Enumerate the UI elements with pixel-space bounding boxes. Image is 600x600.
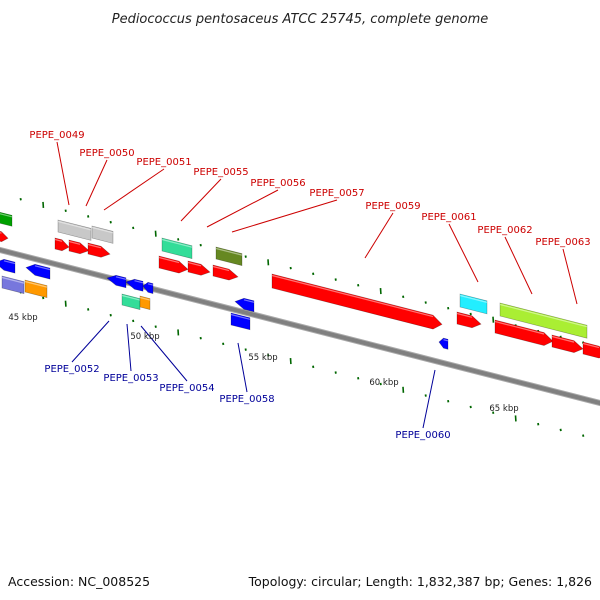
leader-pepe-0052 [71, 320, 110, 363]
gene-feature-pepe-0051 [87, 242, 111, 258]
leader-pepe-0049 [56, 141, 70, 206]
gene-feature-pepe-0062 [499, 302, 588, 339]
leader-pepe-0053 [126, 323, 132, 372]
label-pepe-0057: PEPE_0057 [309, 188, 364, 199]
leader-pepe-0050 [85, 159, 108, 207]
scale-label: 50 kbp [130, 332, 159, 342]
gene-feature-pepe-0054 [142, 281, 154, 294]
tick-marks-bottom [19, 290, 585, 437]
gene-feature [456, 311, 482, 329]
label-pepe-0058: PEPE_0058 [219, 394, 274, 405]
leader-pepe-0057 [231, 199, 338, 233]
gene-feature [551, 334, 584, 353]
genome-backbone [0, 246, 600, 407]
gene-feature [158, 255, 189, 274]
label-pepe-0049: PEPE_0049 [29, 130, 84, 141]
gene-feature [139, 295, 151, 310]
gene-feature-pepe-0055 [161, 237, 193, 259]
gene-feature-pepe-0050 [91, 225, 114, 244]
label-pepe-0060: PEPE_0060 [395, 430, 450, 441]
gene-feature-pepe-0056 [215, 246, 243, 266]
gene-feature [68, 239, 90, 255]
label-pepe-0054: PEPE_0054 [159, 383, 214, 394]
scale-labels: 45 kbp 50 kbp 55 kbp 60 kbp 65 kbp [8, 313, 518, 414]
leader-pepe-0051 [103, 168, 165, 211]
leader-pepe-0054 [140, 325, 188, 382]
gene-feature [187, 260, 211, 276]
label-pepe-0050: PEPE_0050 [79, 148, 134, 159]
gene-feature-pepe-0053 [125, 278, 144, 292]
gene-features [0, 211, 600, 359]
gene-feature [0, 258, 16, 274]
gene-feature-pepe-0057 [212, 264, 239, 281]
scale-label: 60 kbp [369, 378, 398, 388]
leader-pepe-0055 [180, 178, 222, 222]
gene-labels: PEPE_0049PEPE_0050PEPE_0051PEPE_0055PEPE… [29, 130, 590, 441]
gene-feature [0, 211, 13, 227]
gene-feature-pepe-0061 [459, 293, 488, 315]
gene-feature [25, 263, 51, 280]
label-pepe-0051: PEPE_0051 [136, 157, 191, 168]
gene-feature-pepe-0060 [438, 337, 449, 350]
gene-feature [0, 230, 9, 243]
label-pepe-0052: PEPE_0052 [44, 364, 99, 375]
map-title: Pediococcus pentosaceus ATCC 25745, comp… [112, 12, 489, 27]
scale-label: 45 kbp [8, 313, 37, 323]
leader-pepe-0063 [562, 248, 578, 305]
leader-pepe-0056 [206, 189, 279, 228]
gene-feature [230, 312, 251, 331]
label-pepe-0062: PEPE_0062 [477, 225, 532, 236]
gene-feature-pepe-0049 [54, 237, 70, 252]
gene-feature-pepe-0052 [106, 274, 127, 289]
gene-feature [121, 293, 141, 310]
leader-pepe-0060 [422, 369, 436, 429]
label-leaders [56, 141, 578, 429]
label-pepe-0053: PEPE_0053 [103, 373, 158, 384]
leader-pepe-0058 [237, 342, 248, 393]
scale-label: 65 kbp [489, 404, 518, 414]
gene-feature [24, 279, 48, 298]
scale-label: 55 kbp [248, 353, 277, 363]
gene-feature [1, 275, 25, 294]
gene-feature-pepe-0059 [271, 273, 443, 330]
topology-text: Topology: circular; Length: 1,832,387 bp… [248, 574, 592, 589]
label-pepe-0063: PEPE_0063 [535, 237, 590, 248]
gene-feature-pepe-0050 [57, 219, 92, 241]
label-pepe-0055: PEPE_0055 [193, 167, 248, 178]
accession-text: Accession: NC_008525 [8, 574, 150, 589]
gene-feature-pepe-0063 [582, 341, 600, 359]
label-pepe-0056: PEPE_0056 [250, 178, 305, 189]
leader-pepe-0059 [364, 212, 394, 259]
leader-pepe-0061 [448, 223, 479, 283]
leader-pepe-0062 [504, 236, 533, 295]
gene-feature-pepe-0058 [234, 297, 255, 313]
label-pepe-0059: PEPE_0059 [365, 201, 420, 212]
backbone-line [0, 247, 600, 406]
label-pepe-0061: PEPE_0061 [421, 212, 476, 223]
gene-feature [494, 319, 554, 346]
